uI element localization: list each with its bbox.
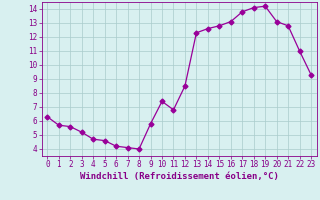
X-axis label: Windchill (Refroidissement éolien,°C): Windchill (Refroidissement éolien,°C) (80, 172, 279, 181)
